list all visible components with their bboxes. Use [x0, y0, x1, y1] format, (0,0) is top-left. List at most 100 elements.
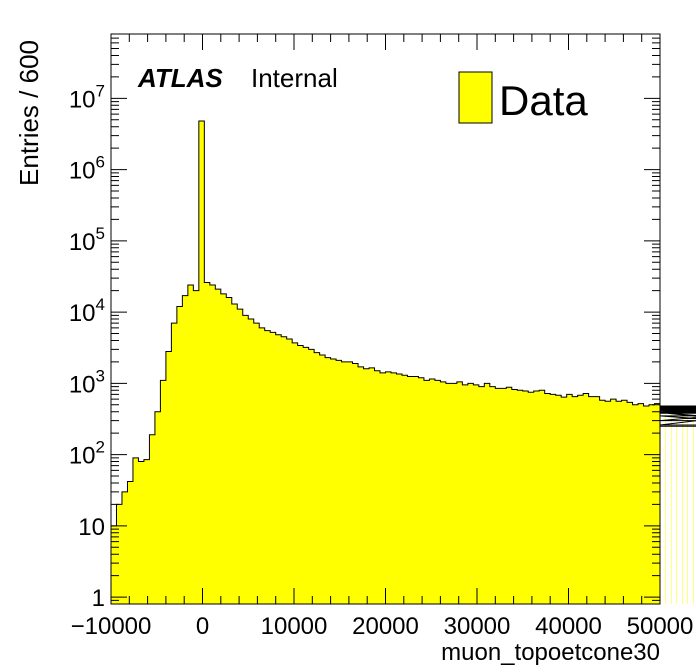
histogram-bin — [292, 342, 298, 604]
histogram-bin — [154, 411, 161, 604]
histogram-bin — [281, 336, 287, 604]
histogram-bin — [253, 323, 260, 604]
histogram-bin — [347, 361, 353, 604]
y-tick-label: 102 — [69, 438, 105, 470]
atlas-label-internal: Internal — [251, 63, 338, 93]
histogram-bin — [297, 345, 304, 604]
y-tick-label: 106 — [69, 153, 105, 185]
histogram-bin — [270, 332, 276, 604]
histogram-bin — [341, 361, 348, 604]
y-tick-label: 107 — [69, 81, 105, 113]
histogram-bin — [390, 372, 397, 604]
histogram-bin — [358, 366, 364, 604]
histogram-bin — [165, 351, 172, 604]
histogram-bin — [681, 407, 683, 604]
histogram-bin — [665, 407, 666, 604]
histogram-bin — [599, 400, 606, 604]
x-axis-label: muon_topoetcone30 — [441, 639, 660, 666]
histogram-bin — [209, 285, 216, 604]
x-tick-label: 0 — [196, 613, 209, 640]
histogram-bars — [110, 120, 696, 604]
y-tick-label: 1 — [92, 585, 105, 612]
histogram-bin — [522, 391, 529, 604]
histogram-bin — [627, 402, 633, 604]
histogram-bin — [226, 297, 232, 604]
histogram-outline — [110, 120, 696, 604]
y-tick-label: 105 — [69, 224, 105, 256]
x-tick-label: −10000 — [71, 613, 152, 640]
histogram-bin — [616, 401, 622, 604]
histogram-bin — [692, 408, 694, 604]
histogram-bin — [495, 388, 501, 604]
histogram-bin — [572, 396, 578, 604]
atlas-label-bold: ATLAS — [137, 63, 223, 93]
histogram-bin — [511, 389, 518, 604]
histogram-bin — [643, 406, 650, 604]
histogram-bin — [632, 404, 639, 604]
histogram-bin — [407, 376, 413, 604]
y-tick-label: 10 — [78, 514, 105, 541]
histogram-bin — [687, 408, 688, 604]
histogram-bin — [374, 370, 381, 604]
histogram-bin — [478, 386, 485, 604]
histogram-bin — [583, 393, 589, 604]
histogram-bin — [594, 396, 600, 604]
histogram-bin — [489, 386, 496, 604]
histogram-bin — [544, 393, 551, 604]
y-axis-label: Entries / 600 — [14, 40, 44, 186]
histogram-bin — [380, 372, 386, 604]
histogram-bin — [385, 371, 391, 604]
histogram-bin — [303, 347, 309, 604]
histogram-bin — [171, 323, 177, 604]
histogram-bin — [654, 403, 660, 604]
histogram-bin — [517, 390, 523, 604]
histogram-bin — [396, 374, 402, 604]
histogram-bin — [566, 394, 573, 604]
histogram-bin — [204, 282, 210, 604]
legend-swatch — [458, 71, 493, 124]
histogram-bin — [533, 391, 540, 604]
histogram-bin — [539, 390, 545, 604]
x-tick-label: 50000 — [627, 613, 694, 640]
histogram-bin — [423, 380, 430, 604]
histogram-bin — [550, 394, 556, 604]
histogram-bin — [176, 306, 183, 604]
histogram-bin — [111, 525, 117, 604]
histogram-bin — [182, 295, 188, 604]
histogram-bin — [649, 404, 655, 604]
atlas-label: ATLAS Internal — [137, 63, 338, 93]
histogram-bin — [528, 392, 534, 604]
histogram-bin — [462, 384, 468, 604]
histogram-bin — [445, 383, 452, 604]
x-tick-labels: −10000 0 10000 20000 30000 40000 50000 — [71, 613, 694, 640]
histogram-bin — [336, 360, 342, 604]
x-tick-label: 40000 — [535, 613, 602, 640]
y-tick-label: 104 — [69, 295, 105, 327]
histogram-bin — [456, 381, 463, 604]
histogram-bin — [352, 363, 359, 604]
histogram-bin — [429, 379, 435, 604]
legend: Data — [458, 71, 588, 124]
x-tick-label: 10000 — [261, 613, 328, 640]
legend-label: Data — [499, 77, 588, 124]
histogram-bin — [440, 381, 446, 604]
histogram-bin — [187, 285, 194, 604]
histogram-bin — [561, 397, 567, 604]
histogram-bin — [308, 349, 315, 604]
histogram-bin — [193, 290, 199, 604]
histogram-bin — [506, 387, 512, 604]
axis-ticks — [110, 33, 661, 605]
tick-marks — [110, 33, 661, 605]
histogram-bin — [577, 395, 584, 604]
histogram-bin — [259, 327, 265, 604]
histogram-bin — [215, 289, 221, 604]
histogram-bin — [412, 376, 419, 604]
x-tick-label: 20000 — [352, 613, 419, 640]
histogram-bin — [434, 380, 441, 604]
y-tick-label: 103 — [69, 366, 105, 398]
histogram-bin — [451, 383, 457, 604]
histogram-bin — [275, 334, 282, 604]
histogram-bin — [369, 367, 375, 604]
histogram-bin — [467, 383, 474, 604]
